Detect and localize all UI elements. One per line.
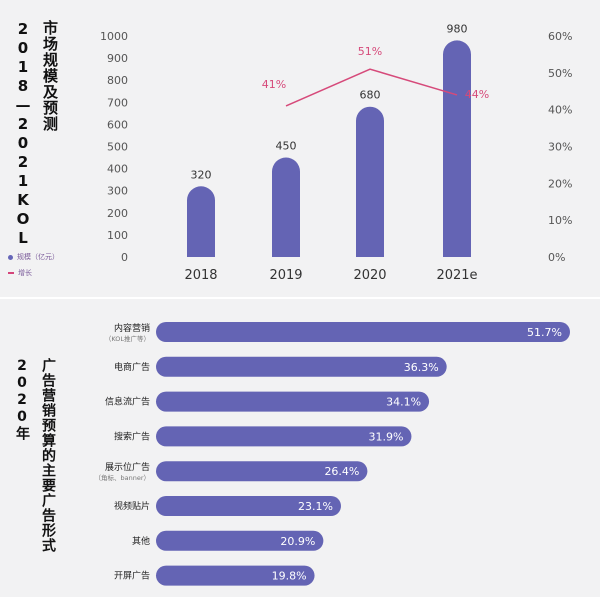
market-size-chart: 0 100 200 300 400 500 600 700 800 900 1000 0% 10% 20%… [100,22,572,283]
hbar-value-label: 19.8% [272,570,307,583]
hbar-category-label: 其他 [132,535,150,547]
bar [356,106,384,257]
y-tick-label: 0 [121,251,128,264]
y2-tick-label: 50% [548,67,572,80]
legend-bar: 规模（亿元） [8,252,59,262]
bar-value-label: 980 [447,22,468,35]
growth-line [285,68,458,107]
y2-tick-label: 30% [548,141,572,154]
hbar [156,391,430,412]
hbar [156,322,570,342]
hbar [156,496,341,516]
hbar-value-label: 26.4% [324,465,359,478]
market-size-panel: 市场规模及预测 2018—2021KOL 规模（亿元） 增长 0 100 200 30… [0,0,600,296]
y2-tick-label: 40% [548,104,572,117]
growth-value-label: 41% [262,78,286,91]
bar-value-label: 320 [191,168,212,181]
bottom-title-main: 广告营销预算的主要广告形式 [40,358,56,553]
hbar-value-label: 51.7% [527,326,562,339]
growth-value-label: 44% [465,88,489,101]
hbar-category-label: 开屏广告 [114,570,150,582]
hbar-category-label: 信息流广告 [105,396,150,408]
y-tick-label: 800 [107,74,128,87]
hbar-value-label: 23.1% [298,500,333,513]
hbar-category-label: 搜索广告 [114,430,150,442]
hbar-category-note: （角标、banner） [94,473,150,482]
y-tick-label: 200 [107,207,128,220]
top-title-sub: 2018—2021KOL [14,20,32,248]
bottom-title-sub: 2020年 [14,358,30,441]
hbar [156,426,412,447]
y-tick-label: 500 [107,141,128,154]
bar-value-label: 680 [360,89,381,102]
y-tick-label: 400 [107,163,128,176]
y-tick-label: 600 [107,118,128,131]
hbar-value-label: 34.1% [386,396,421,409]
hbar-category-label: 展示位广告 [105,461,150,473]
legend-line: 增长 [8,268,32,278]
x-tick-label: 2018 [184,268,217,283]
hbar [156,530,324,551]
y2-tick-label: 20% [548,177,572,190]
y-tick-label: 300 [107,185,128,198]
bar [443,40,472,258]
hbar-category-label: 内容营销 [114,322,150,334]
hbar-value-label: 31.9% [368,430,403,443]
x-tick-label: 2021e [436,268,477,283]
hbar [156,356,447,377]
hbar-category-label: 视频贴片 [114,500,150,512]
y-tick-label: 900 [107,52,128,65]
hbar [156,461,368,482]
y2-tick-label: 60% [548,30,572,43]
y2-tick-label: 0% [548,251,565,264]
hbar-value-label: 36.3% [404,361,439,374]
x-tick-label: 2020 [353,268,386,283]
hbar-category-label: 电商广告 [114,361,150,373]
y2-tick-label: 10% [548,214,572,227]
legend-line-swatch [8,272,14,274]
hbar-value-label: 20.9% [280,535,315,548]
y-tick-label: 100 [107,229,128,242]
bar [272,157,300,257]
legend-bar-label: 规模（亿元） [17,253,59,261]
top-title-main: 市场规模及预测 [41,20,59,132]
panel-divider [0,297,600,299]
y-tick-label: 1000 [100,30,128,43]
hbar [156,565,315,586]
x-tick-label: 2019 [269,268,302,283]
bar [187,186,215,257]
bar-value-label: 450 [276,140,297,153]
hbar-category-note: （KOL推广等） [105,334,150,343]
ad-format-panel: 广告营销预算的主要广告形式 2020年 51.7% 内容营销 （KOL推广等） 36.… [0,300,600,597]
legend-bar-swatch [8,254,13,260]
ad-format-chart: 51.7% 内容营销（KOL推广等） 36.3% 电商广告 34.1% 信息流广告 31.9… [94,322,570,586]
y-tick-label: 700 [107,96,128,109]
legend-line-label: 增长 [18,269,32,277]
growth-value-label: 51% [358,45,382,58]
